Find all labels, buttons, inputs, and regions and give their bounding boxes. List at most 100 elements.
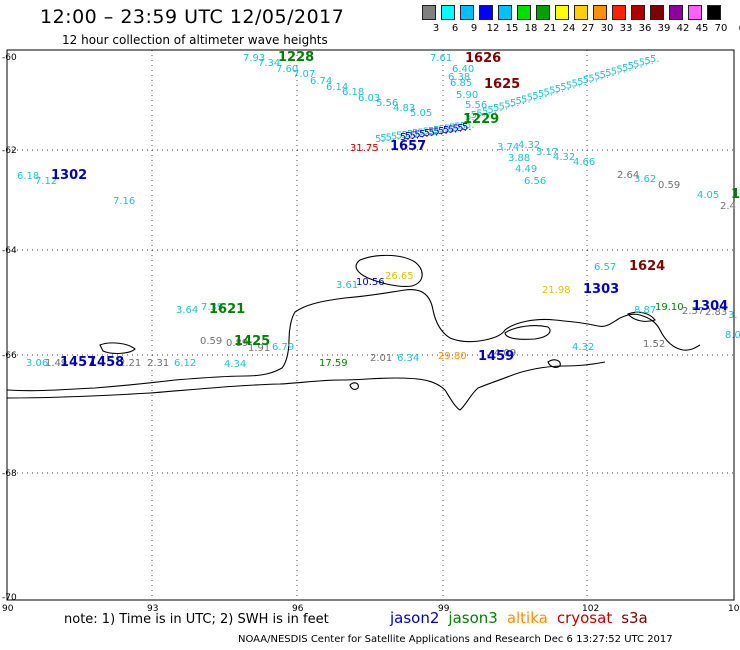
track-mark: 5. (443, 125, 453, 136)
coastline-main (6, 289, 701, 392)
scale-swatch (479, 5, 493, 20)
coastline-shelf (6, 361, 606, 411)
wave-height-value: 4.05 (697, 190, 719, 201)
track-mark: 5. (650, 54, 660, 65)
pass-time-label: 1459 (478, 349, 514, 364)
longitude-label: 99 (438, 604, 450, 614)
coastline (6, 254, 701, 411)
track-mark: 5. (386, 132, 396, 143)
scale-unit: (ft) (732, 23, 740, 34)
scale-label: 33 (619, 23, 633, 34)
track-mark: 5. (454, 122, 464, 133)
track-mark: 5. (460, 121, 470, 132)
track-mark: 5. (515, 96, 525, 107)
map-subtitle: 12 hour collection of altimeter wave hei… (62, 33, 328, 47)
wave-height-value: 7.34 (258, 58, 280, 69)
pass-time-label: 1624 (629, 259, 665, 274)
track-mark: 5. (419, 129, 429, 140)
wave-height-value: 3.06 (26, 358, 48, 369)
scale-swatch (631, 5, 645, 20)
track-mark: 5. (462, 122, 472, 133)
wave-height-value: 3.61 (336, 280, 358, 291)
scale-label: 30 (600, 23, 614, 34)
track-mark: 5. (428, 126, 438, 137)
track-mark: 5. (429, 127, 439, 138)
track-mark: 5. (588, 73, 598, 84)
wave-height-value: 5.05 (410, 108, 432, 119)
track-mark: 5. (449, 122, 459, 133)
wave-height-value: 6.03 (358, 93, 380, 104)
wave-height-value: 1.52 (643, 339, 665, 350)
wave-height-value: 7.16 (113, 196, 135, 207)
track-mark: 5. (465, 112, 475, 123)
wave-height-value: 1.49 (45, 358, 67, 369)
wave-height-value: 5.56 (376, 98, 398, 109)
track-mark: 5. (380, 133, 390, 144)
track-mark: 5. (476, 108, 486, 119)
track-mark: 5. (433, 127, 443, 138)
scale-swatch (422, 5, 436, 20)
track-mark: 5. (510, 98, 520, 109)
wave-height-value: 7.12 (35, 176, 57, 187)
island-2 (504, 325, 551, 340)
legend-s3a: s3a (621, 609, 648, 627)
longitude-label: 90 (2, 604, 14, 614)
wave-height-value: 6.40 (452, 64, 474, 75)
island-6 (547, 359, 561, 368)
pass-time-label: 1304 (692, 299, 728, 314)
track-mark: 5. (412, 128, 422, 139)
track-mark: 5. (633, 59, 643, 70)
wave-height-value: 2.57 (682, 306, 704, 317)
latitude-label: -60 (2, 53, 17, 63)
wave-height-value: 0.59 (658, 180, 680, 191)
wave-height-value: 4.32 (518, 140, 540, 151)
track-mark: 5. (560, 82, 570, 93)
scale-swatch (612, 5, 626, 20)
track-mark: 5. (605, 68, 615, 79)
wave-height-value: 4.32 (572, 342, 594, 353)
scale-label: 6 (451, 23, 459, 34)
wave-height-value: 6.34 (397, 353, 419, 364)
track-mark: 5. (424, 128, 434, 139)
track-mark: 5. (423, 127, 433, 138)
wave-height-value: 4.49 (515, 164, 537, 175)
wave-height-value: 0.89 (226, 338, 248, 349)
pass-time-label: 1657 (390, 139, 426, 154)
wave-height-value: 6.85 (450, 78, 472, 89)
wave-height-value: 7.61 (430, 53, 452, 64)
wave-height-value: 29.80 (438, 351, 467, 362)
scale-swatch (688, 5, 702, 20)
latitude-label: -68 (2, 469, 17, 479)
legend-jason2: jason2 (390, 609, 440, 627)
wave-height-value: 5.90 (456, 90, 478, 101)
wave-height-value: 4.66 (573, 157, 595, 168)
map-note: note: 1) Time is in UTC; 2) SWH is in fe… (64, 612, 329, 627)
track-mark: 5. (538, 89, 548, 100)
track-mark: 5. (391, 132, 401, 143)
track-mark: 5. (521, 94, 531, 105)
wave-height-value: 3.64 (176, 305, 198, 316)
scale-swatch (593, 5, 607, 20)
track-mark: 5. (628, 61, 638, 72)
track-mark: 5. (566, 80, 576, 91)
wave-height-value: 2.4 (720, 201, 736, 212)
track-mark: 5. (444, 123, 454, 134)
wave-height-value: 17.59 (319, 358, 348, 369)
latitude-label: -64 (2, 246, 17, 256)
wave-height-labels: 7.937.347.607.076.746.146.186.035.564.83… (17, 50, 740, 370)
wave-height-value: 6.14 (326, 82, 348, 93)
wave-height-value: 0.59 (200, 336, 222, 347)
wave-height-value: 3. (728, 310, 738, 321)
track-mark: 5. (616, 65, 626, 76)
scale-label: 70 (714, 23, 728, 34)
wave-height-value: 6.38 (448, 72, 470, 83)
pass-time-label: 1458 (88, 355, 124, 370)
track-mark: 5. (499, 101, 509, 112)
track-mark: 5. (438, 126, 448, 137)
longitude-label: 105 (728, 604, 740, 614)
wave-height-value: 7.07 (293, 69, 315, 80)
track-mark: 5. (465, 120, 475, 131)
wave-height-value: 3.74 (497, 142, 519, 153)
wave-height-value: 2.01 (370, 353, 392, 364)
